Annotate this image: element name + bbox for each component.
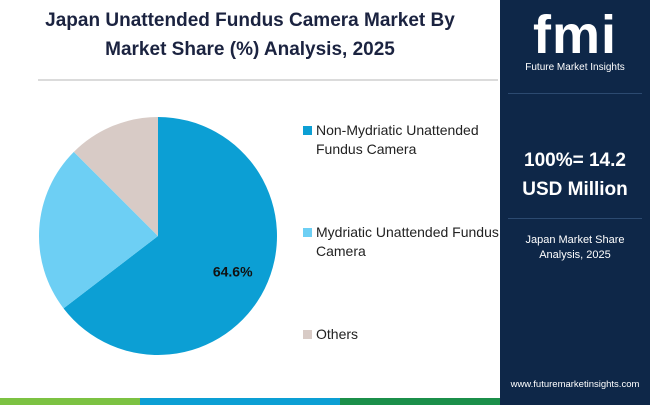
panel-divider [508, 93, 642, 94]
side-panel: fmi Future Market Insights 100%= 14.2 US… [500, 0, 650, 398]
chart: 64.6% [38, 79, 498, 355]
legend-label: Mydriatic Unattended Fundus Camera [316, 224, 499, 259]
website: www.futuremarketinsights.com [510, 379, 640, 390]
legend-label: Others [316, 326, 359, 342]
legend-marker [303, 126, 312, 135]
legend-item: Non-Mydriatic Unattended Fundus Camera [303, 121, 506, 159]
strip [0, 398, 140, 405]
pie-slice [73, 117, 158, 236]
panel-divider [508, 218, 642, 219]
strip [140, 398, 340, 405]
legend-label: Non-Mydriatic Unattended Fundus Camera [316, 122, 479, 157]
strip [500, 398, 650, 405]
logo-text: Future Market Insights [525, 62, 625, 73]
legend-marker [303, 228, 312, 237]
logo: fmi [533, 5, 617, 65]
chart-title: Japan Unattended Fundus Camera Market By… [45, 10, 455, 60]
panel-subtitle: Japan Market Share Analysis, 2025 [525, 234, 625, 261]
pie-slice [63, 117, 278, 355]
strip [340, 398, 500, 405]
data-label: 64.6% [213, 264, 253, 280]
legend-item: Others [303, 325, 506, 344]
market-total: 100%= 14.2 USD Million [522, 150, 628, 200]
legend-marker [303, 330, 312, 339]
pie-slice [38, 151, 158, 309]
legend-item: Mydriatic Unattended Fundus Camera [303, 223, 506, 261]
